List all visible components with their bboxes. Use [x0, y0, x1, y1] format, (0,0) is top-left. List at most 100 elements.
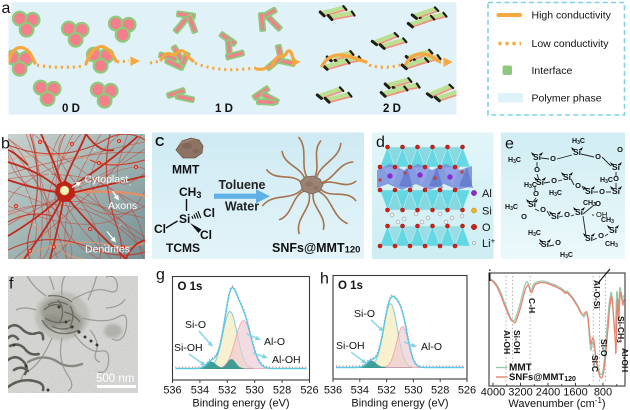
- svg-text:Si: Si: [585, 186, 593, 196]
- svg-text:Si: Si: [551, 211, 559, 221]
- svg-text:O: O: [555, 238, 561, 247]
- svg-text:Si-OH: Si-OH: [336, 340, 365, 352]
- svg-text:528: 528: [273, 385, 291, 397]
- svg-text:526: 526: [458, 385, 476, 397]
- svg-text:i: i: [488, 268, 492, 285]
- svg-text:Al-OH: Al-OH: [502, 330, 512, 354]
- svg-text:Toluene: Toluene: [219, 178, 266, 192]
- svg-text:e: e: [505, 136, 514, 153]
- svg-text:O: O: [564, 210, 570, 219]
- svg-text:H3C: H3C: [600, 177, 613, 185]
- svg-text:Si: Si: [585, 233, 593, 243]
- svg-text:SNFs@MMT120: SNFs@MMT120: [272, 241, 360, 256]
- svg-text:f: f: [9, 276, 14, 293]
- svg-text:O: O: [595, 152, 601, 161]
- svg-text:Si-O: Si-O: [599, 339, 609, 357]
- svg-text:Si-OH: Si-OH: [174, 342, 203, 354]
- svg-text:2400: 2400: [536, 387, 560, 399]
- svg-text:H3C: H3C: [572, 138, 585, 146]
- svg-text:Si: Si: [179, 212, 190, 226]
- svg-text:C: C: [155, 134, 165, 149]
- svg-text:534: 534: [351, 385, 369, 397]
- svg-text:H3C: H3C: [508, 157, 521, 165]
- svg-text:Li+: Li+: [482, 237, 496, 251]
- svg-text:MMT: MMT: [509, 363, 532, 374]
- svg-text:O: O: [540, 205, 546, 214]
- svg-text:O: O: [521, 212, 527, 221]
- svg-text:O: O: [598, 231, 604, 240]
- svg-text:536: 536: [324, 385, 342, 397]
- svg-text:Si-C: Si-C: [590, 355, 600, 372]
- svg-text:C-H: C-H: [527, 298, 537, 313]
- svg-text:534: 534: [191, 385, 209, 397]
- svg-text:526: 526: [300, 385, 318, 397]
- svg-text:Si: Si: [541, 239, 549, 249]
- svg-text:Si: Si: [528, 199, 536, 209]
- svg-text:Si: Si: [575, 207, 583, 217]
- svg-text:2 D: 2 D: [383, 103, 401, 115]
- svg-text:Si: Si: [563, 172, 571, 182]
- svg-text:Cytoplast: Cytoplast: [85, 174, 129, 186]
- svg-text:Al-O: Al-O: [264, 336, 285, 348]
- svg-text:b: b: [1, 136, 10, 153]
- svg-text:MMT: MMT: [172, 163, 200, 177]
- svg-text:Cl: Cl: [154, 222, 166, 236]
- svg-text:Binding energy (eV): Binding energy (eV): [351, 398, 448, 410]
- svg-text:O 1s: O 1s: [178, 281, 203, 293]
- svg-text:1600: 1600: [563, 387, 587, 399]
- svg-text:H3C: H3C: [524, 182, 537, 190]
- svg-text:H3C: H3C: [560, 252, 573, 260]
- svg-text:O: O: [551, 176, 557, 185]
- svg-text:Si-OH: Si-OH: [512, 330, 522, 354]
- svg-text:O: O: [613, 174, 619, 183]
- svg-text:Binding energy (eV): Binding energy (eV): [192, 398, 289, 410]
- svg-text:CH3: CH3: [601, 217, 614, 225]
- svg-text:O: O: [599, 187, 605, 196]
- svg-text:532: 532: [218, 385, 236, 397]
- svg-text:Si: Si: [573, 147, 581, 157]
- svg-text:Al-O: Al-O: [421, 341, 442, 353]
- svg-text:Si: Si: [533, 152, 541, 162]
- svg-text:Dendrites: Dendrites: [85, 244, 130, 256]
- svg-text:O: O: [533, 189, 539, 198]
- svg-text:H3C: H3C: [549, 190, 562, 198]
- svg-text:O: O: [482, 222, 491, 234]
- svg-text:0 D: 0 D: [62, 103, 80, 115]
- svg-text:Interface: Interface: [532, 65, 573, 77]
- svg-text:High conductivity: High conductivity: [532, 10, 612, 22]
- svg-text:Wavenumber (cm-1): Wavenumber (cm-1): [508, 396, 605, 410]
- svg-text:Si: Si: [609, 225, 617, 235]
- svg-text:532: 532: [377, 385, 395, 397]
- svg-text:O: O: [575, 181, 581, 190]
- svg-text:Si-O: Si-O: [185, 319, 206, 331]
- svg-text:800: 800: [594, 387, 612, 399]
- svg-text:Axons: Axons: [108, 200, 137, 212]
- svg-text:H3C: H3C: [528, 230, 541, 238]
- svg-text:O 1s: O 1s: [338, 280, 363, 292]
- svg-text:h: h: [320, 271, 329, 288]
- svg-text:Si: Si: [612, 186, 620, 196]
- svg-text:OH: OH: [596, 210, 607, 219]
- svg-text:3200: 3200: [508, 387, 532, 399]
- svg-text:H3C: H3C: [505, 204, 518, 212]
- svg-text:d: d: [376, 134, 385, 151]
- svg-text:1 D: 1 D: [215, 103, 233, 115]
- svg-text:CH3: CH3: [179, 185, 201, 200]
- svg-text:a: a: [2, 0, 11, 17]
- svg-text:Cl: Cl: [203, 206, 215, 220]
- svg-text:Cl: Cl: [200, 228, 212, 242]
- svg-text:Polymer phase: Polymer phase: [532, 93, 602, 105]
- svg-text:Al-OH: Al-OH: [620, 348, 630, 372]
- svg-text:Si: Si: [536, 177, 544, 187]
- svg-text:Si: Si: [482, 206, 492, 218]
- svg-text:Al-O-Si: Al-O-Si: [592, 280, 602, 309]
- svg-text:Al-OH: Al-OH: [272, 354, 301, 366]
- svg-text:g: g: [156, 267, 165, 284]
- svg-text:Si-O: Si-O: [354, 308, 375, 320]
- svg-text:Low conductivity: Low conductivity: [532, 38, 610, 50]
- svg-text:528: 528: [431, 385, 449, 397]
- svg-text:O: O: [550, 154, 556, 163]
- svg-text:CH3: CH3: [605, 241, 618, 249]
- svg-text:SNFs@MMT120: SNFs@MMT120: [509, 372, 576, 383]
- svg-text:Water: Water: [225, 200, 259, 214]
